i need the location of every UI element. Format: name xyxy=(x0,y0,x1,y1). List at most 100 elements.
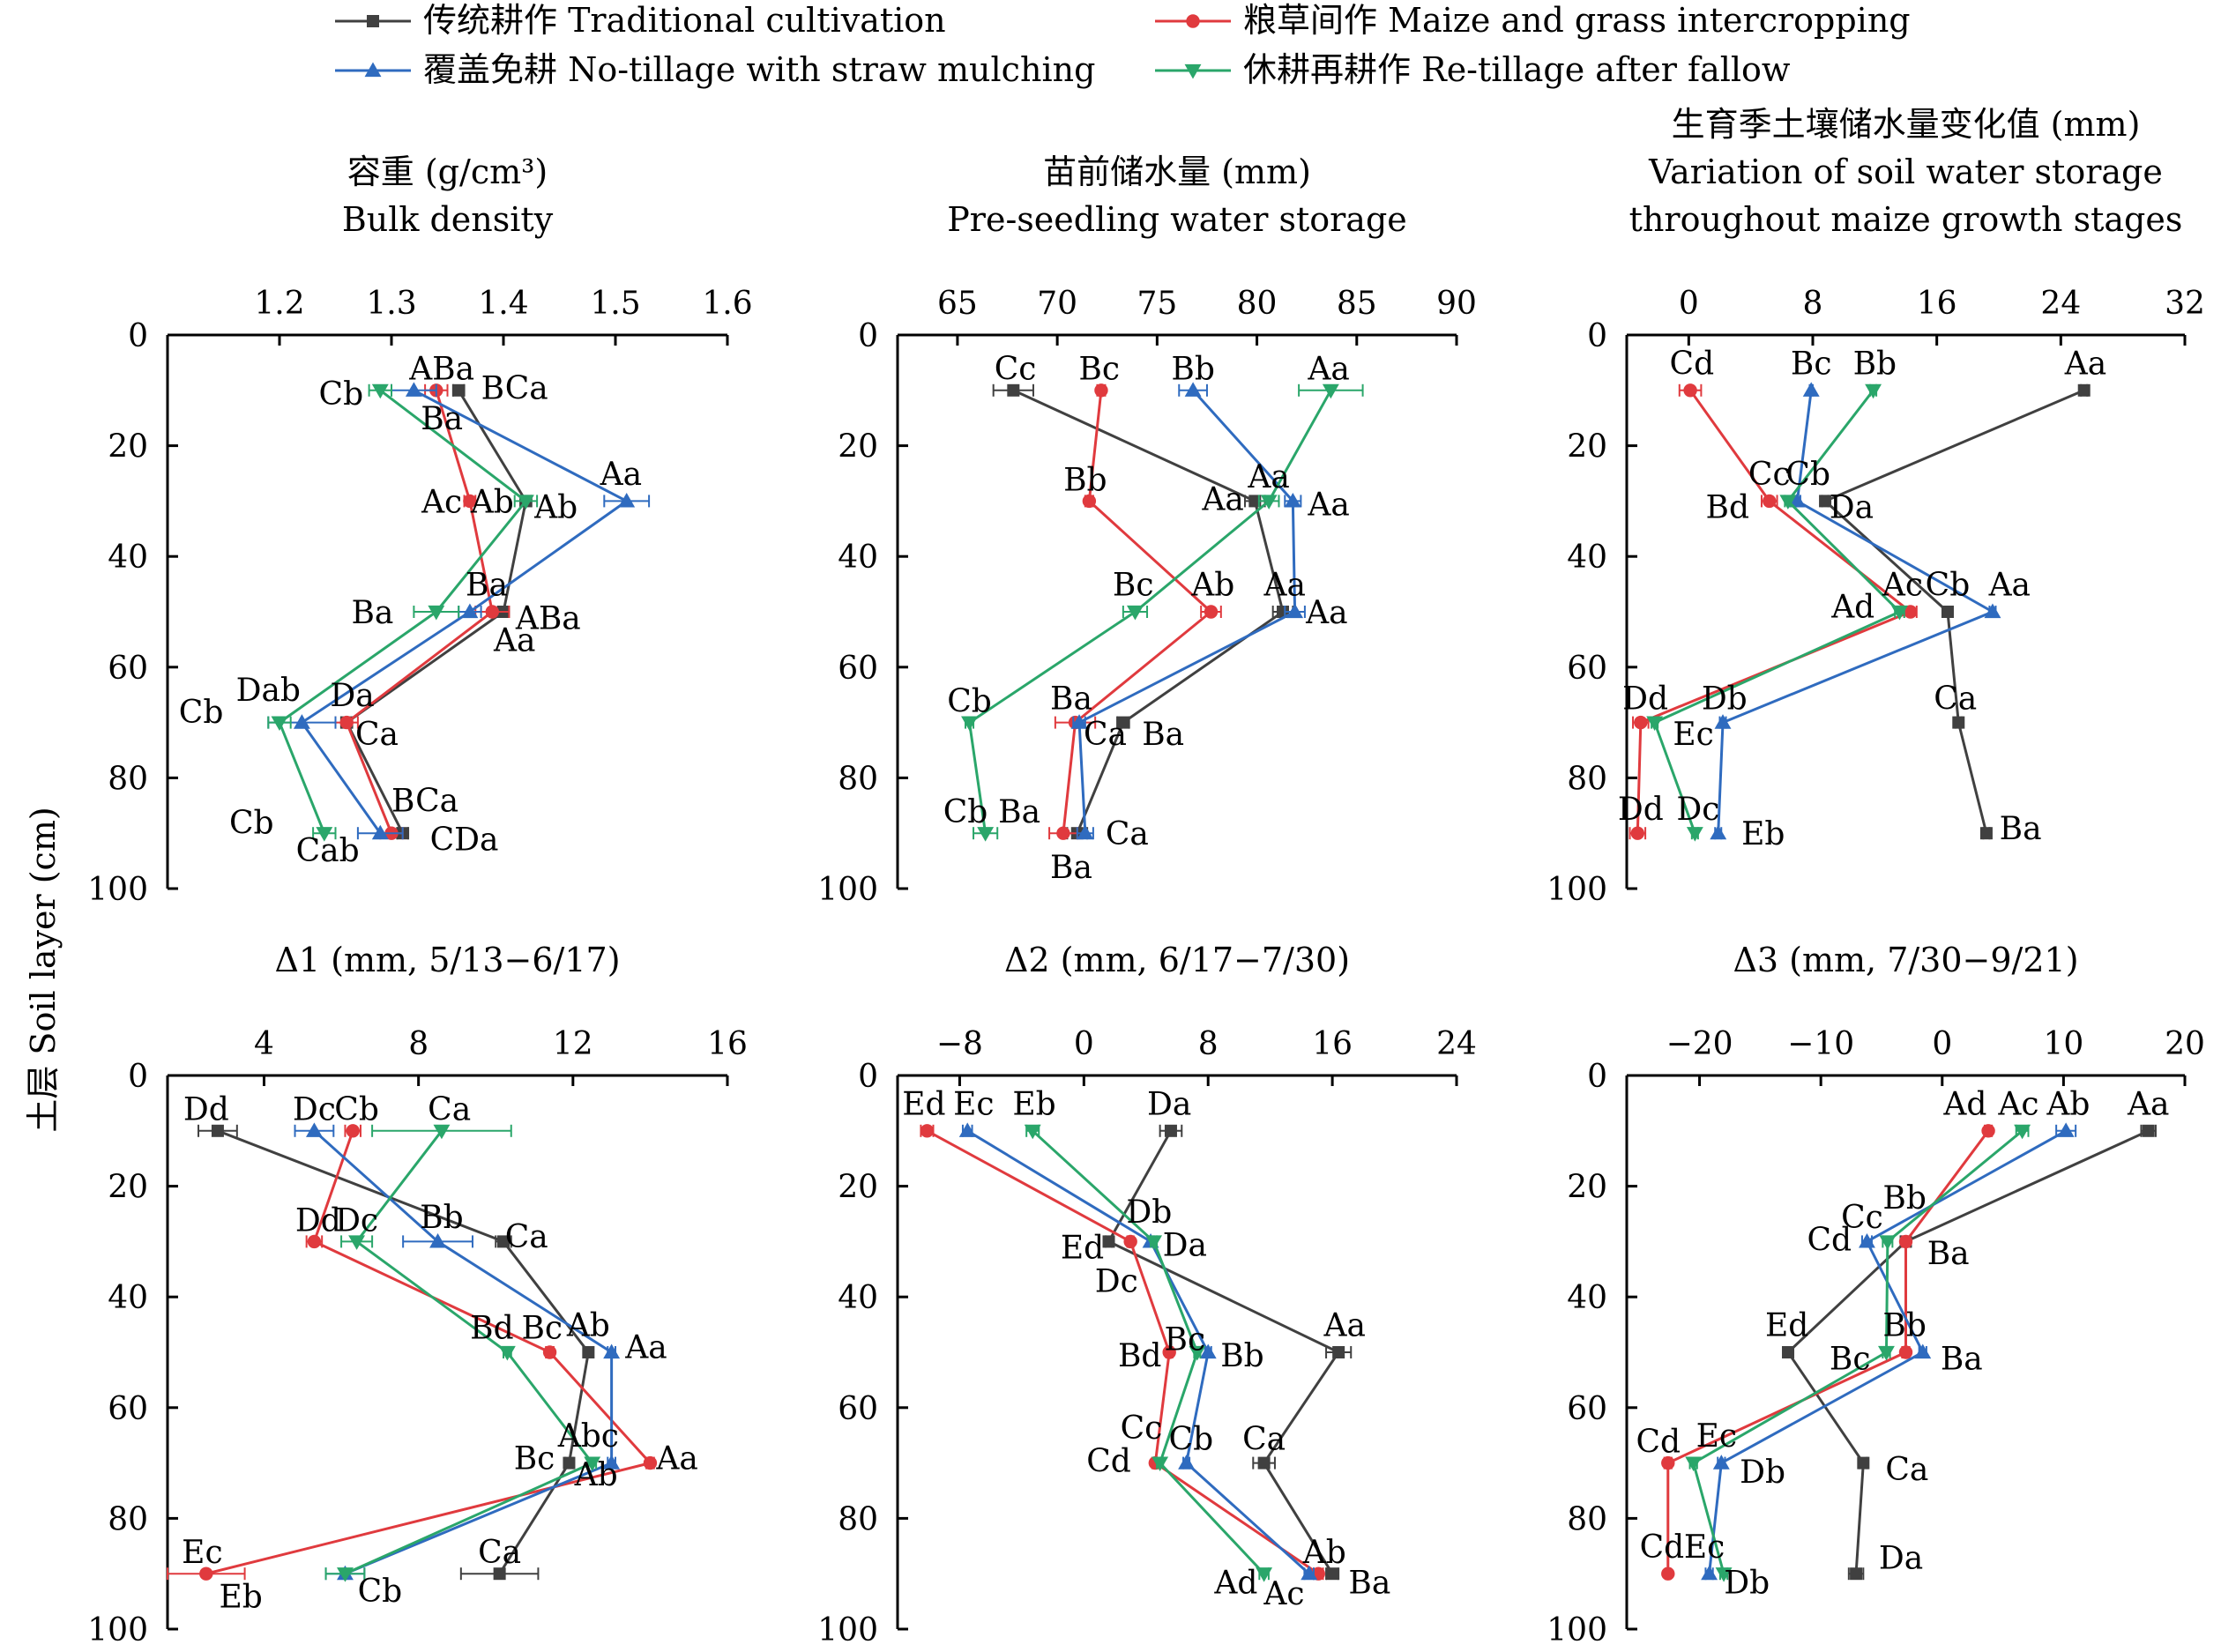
legend-label: 传统耕作 Traditional cultivation xyxy=(423,1,946,40)
significance-label: Dd xyxy=(295,1202,341,1239)
series-line xyxy=(217,1129,590,1574)
significance-label: Ba xyxy=(998,794,1040,830)
data-point xyxy=(271,716,288,732)
data-point xyxy=(336,1567,354,1582)
x-tick-label: 1.3 xyxy=(366,286,416,322)
legend-marker xyxy=(364,62,382,78)
panel-title: Δ1 (mm, 5/13−6/17) xyxy=(274,941,620,979)
x-tick-label: 80 xyxy=(1237,286,1278,322)
data-point xyxy=(485,605,499,619)
data-point xyxy=(316,827,333,842)
x-tick-label: 16 xyxy=(1917,286,1957,322)
data-point xyxy=(1284,492,1301,508)
significance-label: Ec xyxy=(1673,717,1713,753)
data-point xyxy=(2057,1122,2075,1137)
series-nt xyxy=(1710,382,2001,840)
data-point xyxy=(429,1232,447,1248)
legend-item-trad: 传统耕作 Traditional cultivation xyxy=(335,1,946,40)
data-point xyxy=(1164,1124,1177,1137)
data-point xyxy=(1634,715,1648,730)
significance-label: Ec xyxy=(1684,1529,1725,1566)
data-point xyxy=(1184,382,1202,397)
y-tick-label: 100 xyxy=(1547,872,1607,908)
significance-label: Cd xyxy=(1636,1424,1681,1460)
data-point xyxy=(961,716,978,732)
significance-label: Cc xyxy=(1841,1200,1883,1236)
x-tick-label: 0 xyxy=(1679,286,1699,322)
y-tick-label: 0 xyxy=(128,318,148,354)
significance-label: Ab xyxy=(566,1308,610,1344)
data-point xyxy=(1204,605,1219,619)
data-point xyxy=(346,1124,360,1138)
legend-marker xyxy=(1186,14,1200,28)
significance-label: Ba xyxy=(1348,1566,1390,1602)
significance-label: Bc xyxy=(1164,1321,1205,1358)
x-tick-label: 85 xyxy=(1337,286,1377,322)
data-point xyxy=(1151,1456,1169,1472)
y-tick-label: 0 xyxy=(1587,1059,1607,1095)
data-point xyxy=(1007,383,1020,397)
panel-title: Bulk density xyxy=(342,200,554,239)
data-point xyxy=(1070,714,1088,729)
significance-label: Bb xyxy=(1220,1338,1264,1374)
significance-label: Bb xyxy=(1063,462,1107,498)
data-point xyxy=(461,603,479,619)
legend-item-fallow: 休耕再耕作 Re-tillage after fallow xyxy=(1155,50,1791,89)
significance-label: Bd xyxy=(1118,1338,1162,1374)
significance-label: Ca xyxy=(1106,816,1149,852)
data-point xyxy=(517,495,534,510)
data-point xyxy=(618,492,636,508)
x-tick-label: 20 xyxy=(2165,1026,2205,1062)
data-point xyxy=(1984,603,2001,619)
series-line xyxy=(313,1129,614,1575)
data-point xyxy=(1322,383,1339,399)
significance-label: Ca xyxy=(428,1092,471,1128)
panel-title: throughout maize growth stages xyxy=(1629,200,2183,239)
y-tick-label: 80 xyxy=(108,1501,148,1537)
significance-label: BCa xyxy=(481,371,548,407)
significance-label: Ca xyxy=(1885,1452,1928,1488)
significance-label: Aa xyxy=(2064,346,2106,382)
y-tick-label: 60 xyxy=(838,651,878,687)
significance-label: Db xyxy=(1126,1194,1172,1231)
significance-label: Ab xyxy=(574,1457,618,1493)
significance-label: Bd xyxy=(1706,490,1750,526)
data-point xyxy=(307,1234,322,1249)
data-point xyxy=(977,827,995,842)
series-fallow xyxy=(267,383,539,842)
legend-label: 休耕再耕作 Re-tillage after fallow xyxy=(1243,50,1791,89)
significance-label: Aa xyxy=(1307,352,1349,388)
y-tick-label: 40 xyxy=(108,540,148,576)
data-point xyxy=(1712,1455,1730,1470)
significance-label: Bb xyxy=(1882,1308,1927,1344)
significance-label: Aa xyxy=(600,457,642,493)
significance-label: Bb xyxy=(420,1200,464,1236)
data-point xyxy=(1788,492,1806,508)
y-tick-label: 20 xyxy=(838,1170,878,1206)
panel-bulk: 1.2 1.3 1.4 1.5 1.6 0 20 40 60 80 100 容重 (g/cm³) Bul… xyxy=(87,153,752,908)
significance-label: Abc xyxy=(557,1418,619,1455)
data-point xyxy=(1701,1565,1718,1581)
data-point xyxy=(339,715,354,730)
legend-item-nt: 覆盖免耕 No-tillage with straw mulching xyxy=(335,50,1095,89)
data-point xyxy=(1904,605,1918,619)
significance-label: Cb xyxy=(334,1092,379,1128)
significance-label: Ad xyxy=(1830,590,1874,626)
significance-label: Cb xyxy=(947,683,992,719)
significance-label: Ca xyxy=(1242,1421,1286,1457)
data-point xyxy=(1189,1345,1206,1361)
data-point xyxy=(1646,716,1664,732)
significance-label: Cb xyxy=(229,806,274,842)
data-point xyxy=(2014,1124,2031,1140)
significance-label: Bc xyxy=(1113,568,1154,604)
data-point xyxy=(1715,1567,1733,1582)
significance-label: Ba xyxy=(1142,717,1184,753)
data-point xyxy=(584,1456,601,1472)
data-point xyxy=(1077,824,1094,840)
significance-label: Cb xyxy=(1926,568,1971,604)
panel-title: Variation of soil water storage xyxy=(1648,153,2163,191)
significance-label: Ec xyxy=(1696,1418,1737,1455)
panel-title: 生育季土壤储水量变化值 (mm) xyxy=(1672,105,2141,144)
data-point xyxy=(1898,1234,1913,1249)
series-trad xyxy=(1102,1124,1353,1581)
